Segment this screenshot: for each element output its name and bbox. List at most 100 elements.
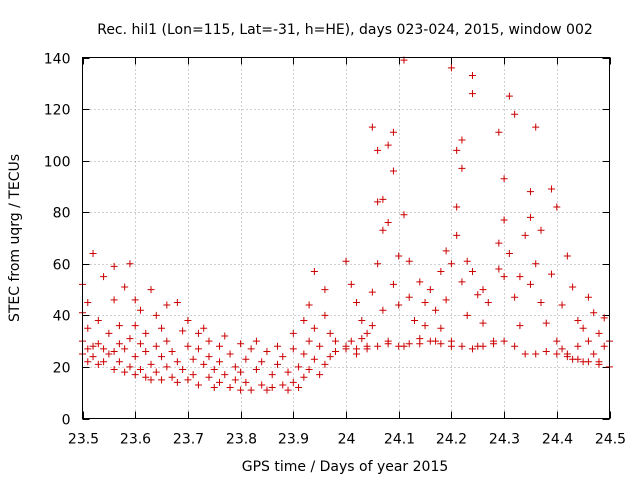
data-point bbox=[89, 249, 97, 257]
data-point bbox=[115, 340, 123, 348]
data-point bbox=[368, 322, 376, 330]
data-point bbox=[442, 247, 450, 255]
data-point bbox=[173, 378, 181, 386]
data-point bbox=[532, 260, 540, 268]
data-point bbox=[395, 301, 403, 309]
x-axis-ticks: 23.5 23.6 23.7 23.8 23.9 24 24.1 24.2 24.3 24.4 24… bbox=[68, 57, 626, 448]
data-point bbox=[474, 291, 482, 299]
data-point bbox=[379, 226, 387, 234]
data-point bbox=[353, 350, 361, 358]
data-point bbox=[252, 337, 260, 345]
data-point bbox=[374, 342, 382, 350]
data-point bbox=[374, 198, 382, 206]
data-point bbox=[379, 306, 387, 314]
data-point bbox=[100, 358, 108, 366]
data-point bbox=[279, 353, 287, 361]
y-tick-label: 0 bbox=[62, 413, 71, 429]
x-tick-label: 24.1 bbox=[384, 432, 415, 448]
data-point bbox=[458, 342, 466, 350]
data-point bbox=[600, 342, 608, 350]
data-point bbox=[84, 298, 92, 306]
data-point bbox=[331, 337, 339, 345]
data-point bbox=[458, 278, 466, 286]
data-point bbox=[316, 371, 324, 379]
data-point bbox=[126, 260, 134, 268]
data-point bbox=[268, 371, 276, 379]
data-point bbox=[437, 268, 445, 276]
data-point bbox=[110, 366, 118, 374]
data-point bbox=[532, 123, 540, 131]
data-point bbox=[453, 146, 461, 154]
data-point bbox=[584, 337, 592, 345]
data-point bbox=[526, 280, 534, 288]
y-tick-label: 120 bbox=[44, 103, 71, 119]
data-point bbox=[553, 337, 561, 345]
data-point bbox=[268, 384, 276, 392]
x-tick-label: 23.7 bbox=[173, 432, 204, 448]
data-point bbox=[495, 265, 503, 273]
data-point bbox=[152, 342, 160, 350]
data-point bbox=[468, 90, 476, 98]
data-point bbox=[142, 329, 150, 337]
data-point bbox=[300, 350, 308, 358]
data-point bbox=[179, 366, 187, 374]
data-point bbox=[421, 322, 429, 330]
data-point bbox=[121, 283, 129, 291]
x-tick-label: 24.2 bbox=[436, 432, 467, 448]
data-point bbox=[237, 386, 245, 394]
data-point bbox=[205, 353, 213, 361]
data-point bbox=[173, 298, 181, 306]
data-point bbox=[548, 270, 556, 278]
data-point bbox=[305, 301, 313, 309]
data-points bbox=[79, 56, 613, 394]
data-point bbox=[426, 286, 434, 294]
data-point bbox=[389, 280, 397, 288]
data-point bbox=[131, 296, 139, 304]
data-point bbox=[316, 342, 324, 350]
data-point bbox=[84, 358, 92, 366]
data-point bbox=[358, 317, 366, 325]
data-point bbox=[463, 257, 471, 265]
data-point bbox=[310, 355, 318, 363]
data-point bbox=[89, 353, 97, 361]
data-point bbox=[542, 319, 550, 327]
y-tick-label: 40 bbox=[53, 309, 71, 325]
data-point bbox=[121, 345, 129, 353]
data-point bbox=[395, 342, 403, 350]
data-point bbox=[521, 350, 529, 358]
data-point bbox=[289, 345, 297, 353]
data-point bbox=[563, 353, 571, 361]
data-point bbox=[216, 378, 224, 386]
data-point bbox=[584, 358, 592, 366]
data-point bbox=[152, 368, 160, 376]
data-point bbox=[194, 381, 202, 389]
data-point bbox=[321, 311, 329, 319]
data-point bbox=[263, 347, 271, 355]
data-point bbox=[221, 371, 229, 379]
data-point bbox=[400, 211, 408, 219]
data-point bbox=[289, 378, 297, 386]
data-point bbox=[521, 231, 529, 239]
data-point bbox=[179, 327, 187, 335]
data-point bbox=[516, 273, 524, 281]
data-point bbox=[442, 296, 450, 304]
data-point bbox=[142, 373, 150, 381]
data-point bbox=[511, 342, 519, 350]
data-point bbox=[173, 358, 181, 366]
data-point bbox=[136, 366, 144, 374]
y-axis-label: STEC from uqrg / TECUs bbox=[7, 154, 23, 322]
data-point bbox=[258, 381, 266, 389]
data-point bbox=[426, 337, 434, 345]
data-point bbox=[458, 164, 466, 172]
data-point bbox=[511, 293, 519, 301]
data-point bbox=[526, 188, 534, 196]
data-point bbox=[347, 337, 355, 345]
data-point bbox=[189, 355, 197, 363]
data-point bbox=[110, 262, 118, 270]
data-point bbox=[421, 298, 429, 306]
data-point bbox=[279, 381, 287, 389]
data-point bbox=[289, 329, 297, 337]
data-point bbox=[147, 286, 155, 294]
data-point bbox=[563, 252, 571, 260]
